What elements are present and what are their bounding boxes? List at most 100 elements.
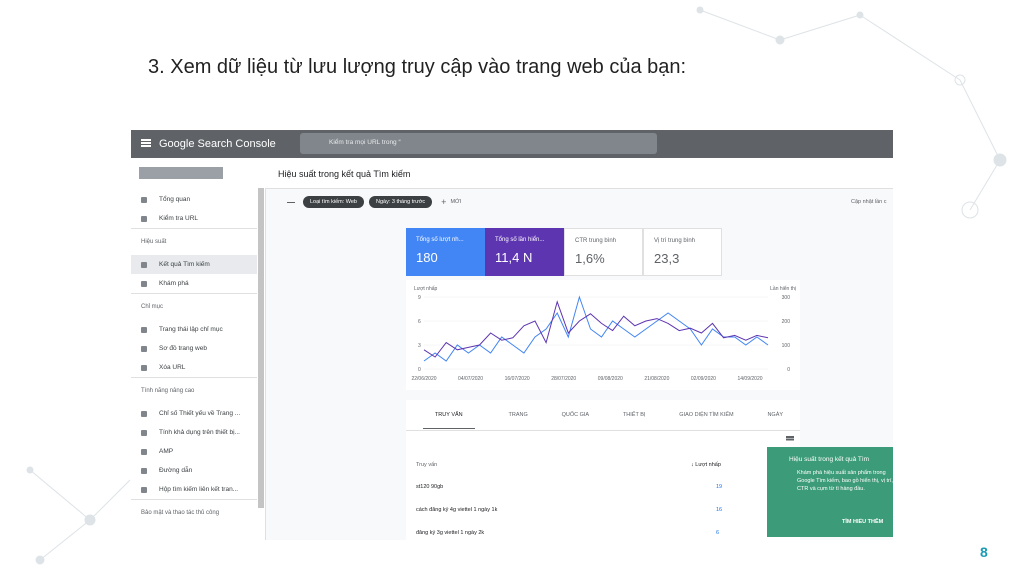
updated: Cập nhật lần c	[851, 199, 887, 205]
popup-body: Khám phá hiệu suất sản phẩm trong Google…	[797, 470, 893, 492]
sidebar-label: Kết quả Tìm kiếm	[159, 261, 210, 268]
sidebar-item[interactable]: Đường dẫn	[131, 461, 257, 480]
sidebar-item[interactable]: Kiểm tra URL	[131, 209, 257, 228]
plus: +	[441, 197, 447, 207]
sidebar-label: Đường dẫn	[159, 467, 193, 474]
card-value: 1,6%	[575, 251, 605, 266]
filter-icon[interactable]	[786, 436, 794, 438]
popup-button[interactable]: TÌM HIỂU THÊM	[842, 519, 884, 525]
line-series	[423, 295, 769, 362]
col-header: Truy vấn	[416, 462, 438, 468]
axis-label: Lần hiển thị	[770, 285, 796, 292]
sidebar-item[interactable]: Tổng quan	[131, 190, 257, 209]
y-tick-label: 0	[418, 367, 421, 373]
menu-icon[interactable]	[141, 139, 151, 141]
sidebar-section: Tính năng nâng cao	[131, 377, 257, 404]
property-selector[interactable]	[139, 167, 223, 179]
tab[interactable]: TRANG	[508, 412, 528, 418]
x-tick-label: 02/09/2020	[691, 376, 716, 382]
filter-row: Loại tìm kiếm: Web Ngày: 3 tháng trước + MỚ…	[287, 196, 461, 208]
header: Hiệu suất trong kết quả Tìm kiếm	[265, 158, 893, 189]
x-tick-label: 21/08/2020	[644, 376, 669, 382]
sidebar-item[interactable]: Sơ đồ trang web	[131, 339, 257, 358]
y-tick-label: 3	[418, 343, 421, 349]
y2-tick-label: 200	[782, 319, 791, 325]
sidebar-item[interactable]: Chỉ số Thiết yếu về Trang ...	[131, 404, 257, 423]
cell: st120 90gb	[416, 484, 444, 490]
new-filter[interactable]: MỚI	[450, 199, 462, 205]
tab[interactable]: THIẾT BỊ	[622, 412, 646, 418]
axis-label: Lượt nhấp	[414, 286, 438, 292]
icon	[141, 467, 147, 474]
search-placeholder: Kiểm tra mọi URL trong “	[329, 139, 401, 146]
icon	[141, 280, 147, 287]
x-tick-label: 16/07/2020	[505, 376, 530, 382]
sidebar-label: Kiểm tra URL	[159, 215, 199, 222]
top-bar: Google Search Console Kiểm tra mọi URL t…	[131, 130, 893, 158]
filter-chip[interactable]: Loại tìm kiếm: Web	[303, 196, 364, 208]
sidebar-label: Chỉ số Thiết yếu về Trang ...	[159, 410, 241, 417]
sidebar-label: Xóa URL	[159, 364, 186, 371]
col-header-text: Lượt nhấp	[695, 462, 721, 468]
sidebar-label: Trang thái lập chỉ mục	[159, 326, 223, 333]
metric-card[interactable]: Tổng số lượt nh... 180	[406, 228, 485, 276]
cell: 6	[716, 530, 720, 536]
filter-icon	[287, 201, 295, 203]
icon	[141, 196, 147, 203]
filter-chip[interactable]: Ngày: 3 tháng trước	[368, 196, 433, 208]
icon	[141, 364, 147, 371]
y2-tick-label: 300	[782, 295, 791, 301]
popup-title: Hiệu suất trong kết quả Tìm	[789, 456, 870, 463]
sidebar-item[interactable]: Kết quả Tìm kiếm	[131, 255, 257, 274]
sidebar-item[interactable]: Hộp tìm kiếm liên kết tran...	[131, 480, 257, 499]
icon	[141, 486, 147, 493]
sidebar-label: Sơ đồ trang web	[159, 345, 207, 352]
sidebar-section: Bảo mật và thao tác thủ công	[131, 499, 257, 526]
tab[interactable]: GIAO DIỆN TÌM KIẾM	[679, 412, 734, 418]
sidebar-label: Khám phá	[159, 280, 189, 287]
screenshot: Google Search Console Kiểm tra mọi URL t…	[131, 130, 893, 540]
x-tick-label: 09/08/2020	[598, 376, 623, 382]
slide-title: 3. Xem dữ liệu từ lưu lượng truy cập vào…	[148, 56, 687, 78]
card-label: Tổng số lượt nh...	[416, 237, 464, 243]
sidebar-section: Hiệu suất	[131, 228, 257, 255]
x-tick-label: 28/07/2020	[551, 376, 576, 382]
search-box[interactable]: Kiểm tra mọi URL trong “	[300, 133, 657, 154]
chart: Lượt nhấp Lần hiển thị 0 3 6 9 0 100 200 300 22/06…	[406, 280, 800, 390]
sidebar-label: Tổng quan	[159, 196, 191, 203]
y-tick-label: 6	[418, 319, 421, 325]
x-tick-label: 04/07/2020	[458, 376, 483, 382]
table-panel: TRUY VẤN TRANG QUỐC GIA THIẾT BỊ GIAO DIỆN T…	[406, 400, 800, 540]
line-series	[423, 300, 769, 358]
tab[interactable]: QUỐC GIA	[561, 412, 590, 418]
metric-card[interactable]: Vị trí trung bình 23,3	[643, 228, 722, 276]
sidebar-item[interactable]: Tính khả dụng trên thiết bị...	[131, 423, 257, 442]
y2-tick-label: 0	[787, 367, 790, 373]
col-header: ↓ Lượt nhấp	[691, 462, 721, 468]
icon	[141, 215, 147, 222]
sidebar-item[interactable]: Khám phá	[131, 274, 257, 293]
icon	[141, 345, 147, 352]
y-tick-label: 9	[418, 295, 421, 301]
card-label: CTR trung bình	[575, 238, 617, 244]
icon	[141, 261, 147, 268]
cell: 16	[716, 507, 723, 513]
tab[interactable]: TRUY VẤN	[422, 402, 475, 429]
metric-card[interactable]: Tổng số lần hiển... 11,4 N	[485, 228, 564, 276]
cell: cách đăng ký 4g viettel 1 ngày 1k	[416, 507, 498, 513]
sidebar-label: AMP	[159, 448, 174, 455]
sidebar-item[interactable]: AMP	[131, 442, 257, 461]
sidebar-section: Chỉ mục	[131, 293, 257, 320]
card-value: 23,3	[654, 251, 680, 266]
icon	[141, 326, 147, 333]
sidebar-item[interactable]: Xóa URL	[131, 358, 257, 377]
icon	[141, 410, 147, 417]
x-tick-label: 22/06/2020	[411, 376, 436, 382]
metric-card[interactable]: CTR trung bình 1,6%	[564, 228, 643, 276]
sidebar-item[interactable]: Trang thái lập chỉ mục	[131, 320, 257, 339]
tab[interactable]: NGÀY	[767, 412, 784, 418]
card-value: 180	[416, 250, 438, 265]
brand: Google Search Console	[159, 138, 276, 150]
card-label: Tổng số lần hiển...	[495, 237, 545, 243]
card-value: 11,4 N	[495, 250, 533, 265]
